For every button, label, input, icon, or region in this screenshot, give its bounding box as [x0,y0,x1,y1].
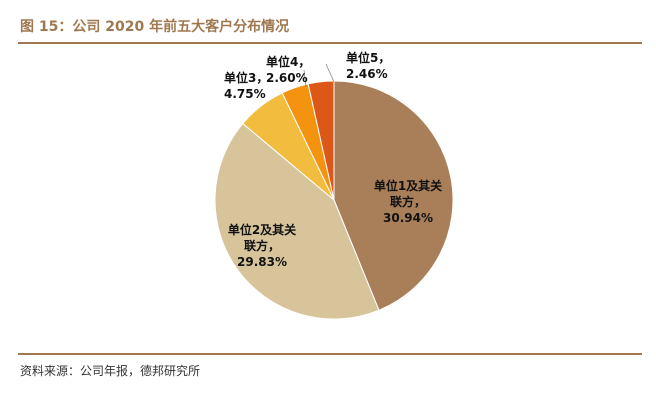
leader-line-5 [325,63,335,83]
slice-label-2: 单位2及其关联方， 29.83% [228,222,296,269]
top-rule [18,42,642,44]
source-note: 资料来源：公司年报，德邦研究所 [20,364,201,378]
slice-name-5: 单位5， [346,50,390,65]
slice-label-4: 单位4， 2.60% [266,54,310,85]
slice-name-1: 联方， [390,194,426,209]
leader-line-4 [303,69,307,88]
pie-slice-2 [214,122,380,320]
slice-label-3: 单位3， 4.75% [224,70,268,101]
slice-name-3: 单位3， [224,70,268,85]
slice-label-1: 单位1及其关联方， 30.94% [374,178,442,225]
slice-name-1: 单位1及其关 [374,178,442,193]
slice-value-4: 2.60% [266,71,308,85]
pie-slice-1 [333,80,454,311]
slice-name-2: 联方， [244,238,280,253]
bottom-rule [18,353,642,355]
slice-name-4: 单位4， [266,54,310,69]
slice-label-5: 单位5， 2.46% [346,50,390,81]
slice-value-2: 29.83% [237,255,287,269]
slice-value-5: 2.46% [346,67,388,81]
slice-value-1: 30.94% [383,211,433,225]
slice-name-2: 单位2及其关 [228,222,296,237]
slice-value-3: 4.75% [224,87,266,101]
chart-title: 图 15：公司 2020 年前五大客户分布情况 [20,19,290,35]
